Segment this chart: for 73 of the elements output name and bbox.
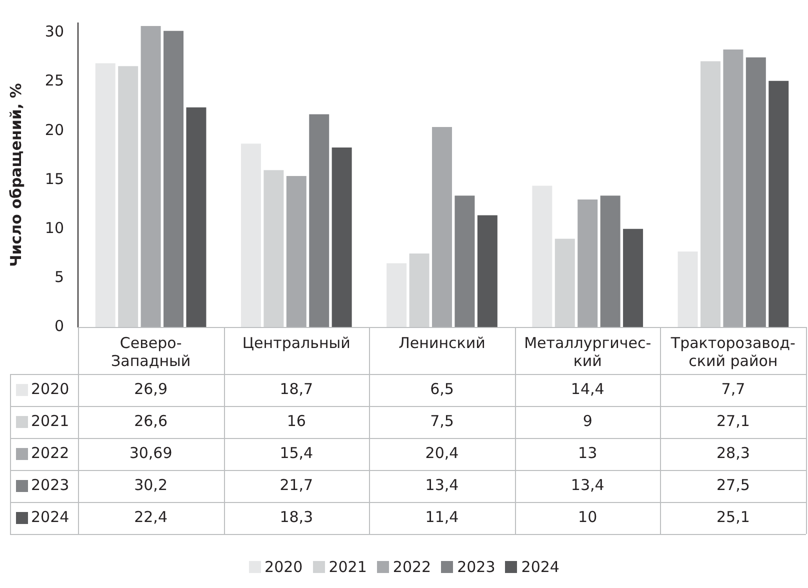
text: 2022 bbox=[392, 558, 432, 576]
bar bbox=[140, 26, 161, 327]
bar bbox=[264, 170, 284, 327]
bar bbox=[286, 176, 306, 327]
data-label: 26,6 bbox=[134, 412, 168, 430]
legend-label: 2020 bbox=[31, 380, 70, 398]
bar bbox=[164, 30, 184, 327]
bar bbox=[454, 196, 475, 327]
data-label: 30,2 bbox=[134, 476, 168, 494]
bar bbox=[623, 228, 644, 327]
bar bbox=[723, 49, 744, 327]
y-tick-label: 5 bbox=[54, 268, 64, 286]
data-label: 30,69 bbox=[129, 444, 172, 462]
bar bbox=[95, 63, 116, 327]
data-label: 18,7 bbox=[280, 380, 314, 398]
bar bbox=[768, 80, 789, 327]
data-label: 18,3 bbox=[280, 508, 314, 526]
legend-label: 2021 bbox=[31, 412, 70, 430]
legend-label: 2023 bbox=[31, 476, 70, 494]
text: 2021 bbox=[328, 558, 367, 576]
data-label: 28,3 bbox=[716, 444, 750, 462]
bar bbox=[600, 196, 620, 327]
x-tick-label: Тракторозавод- ский район bbox=[670, 334, 796, 370]
y-tick-label: 10 bbox=[44, 218, 64, 237]
y-tick-label: 0 bbox=[54, 316, 64, 335]
bar bbox=[532, 186, 552, 327]
data-label: 25,1 bbox=[716, 508, 750, 526]
data-label: 27,5 bbox=[716, 476, 750, 494]
bar bbox=[700, 61, 720, 327]
data-label: 7,5 bbox=[430, 412, 454, 430]
data-label: 10 bbox=[578, 508, 598, 526]
y-tick-label: 30 bbox=[44, 22, 64, 41]
x-tick-label: Ленинский bbox=[398, 334, 486, 352]
x-tick-label: Металлургичес- кий bbox=[524, 334, 652, 370]
bar bbox=[746, 57, 766, 327]
bar bbox=[332, 148, 352, 327]
bar bbox=[386, 263, 407, 327]
y-tick-label: 25 bbox=[44, 72, 64, 90]
data-label: 15,4 bbox=[280, 444, 314, 462]
data-label: 13 bbox=[578, 444, 598, 462]
data-label: 13,4 bbox=[570, 476, 604, 494]
bar bbox=[118, 66, 138, 327]
data-label: 7,7 bbox=[721, 380, 746, 398]
data-label: 22,4 bbox=[134, 508, 168, 526]
bar bbox=[554, 238, 575, 327]
bar bbox=[186, 107, 206, 327]
data-label: 13,4 bbox=[425, 476, 459, 494]
data-label: 16 bbox=[286, 412, 306, 430]
x-tick-label: Центральный bbox=[242, 334, 350, 352]
bar bbox=[309, 114, 330, 327]
legend-label: 2024 bbox=[31, 508, 70, 526]
bar bbox=[578, 200, 598, 327]
data-label: 14,4 bbox=[570, 380, 604, 398]
data-label: 9 bbox=[582, 412, 592, 430]
text: 2023 bbox=[457, 558, 496, 576]
data-label: 26,9 bbox=[134, 380, 168, 398]
text: 2024 bbox=[521, 558, 560, 576]
text: 2020 bbox=[264, 558, 303, 576]
data-label: 27,1 bbox=[716, 412, 750, 430]
y-axis-title: Число обращений, % bbox=[6, 83, 25, 267]
data-label: 6,5 bbox=[430, 380, 454, 398]
bar bbox=[477, 215, 498, 327]
data-label: 20,4 bbox=[425, 444, 459, 462]
y-tick-label: 20 bbox=[44, 120, 64, 139]
x-tick-label: Северо- Западный bbox=[111, 334, 191, 370]
data-label: 11,4 bbox=[425, 508, 459, 526]
legend-label: 2022 bbox=[31, 444, 70, 462]
y-tick-label: 15 bbox=[44, 170, 64, 188]
data-label: 21,7 bbox=[280, 476, 314, 494]
bar bbox=[678, 251, 698, 327]
bar bbox=[432, 126, 452, 327]
bar bbox=[240, 144, 261, 327]
bar bbox=[409, 253, 430, 327]
